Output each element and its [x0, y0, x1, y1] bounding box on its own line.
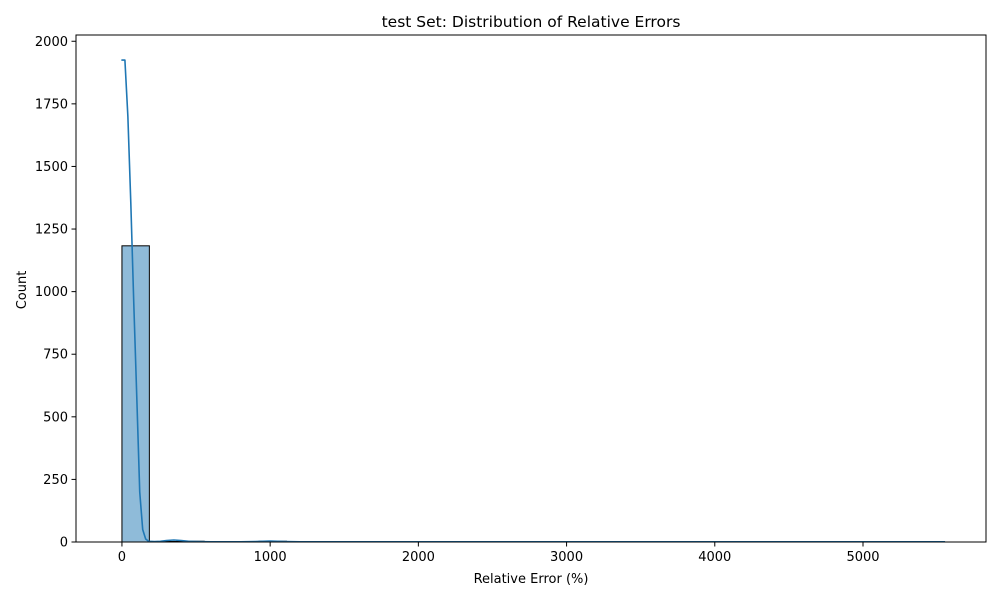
x-axis-label: Relative Error (%)	[474, 572, 589, 587]
y-tick-label: 500	[43, 410, 68, 425]
y-tick-label: 1750	[35, 97, 68, 112]
y-tick-label: 1500	[35, 160, 68, 175]
axes-frame	[75, 34, 987, 543]
y-tick-label: 0	[60, 536, 68, 551]
plot-area-border	[75, 34, 987, 543]
x-tick-label: 1000	[254, 550, 287, 565]
y-tick-label: 1250	[35, 223, 68, 238]
y-tick-label: 2000	[35, 35, 68, 50]
y-tick-label: 750	[43, 348, 68, 363]
x-tick-label: 0	[118, 550, 126, 565]
x-tick-label: 2000	[402, 550, 435, 565]
x-tick-label: 4000	[698, 550, 731, 565]
x-tick-label: 5000	[846, 550, 879, 565]
y-tick-label: 250	[43, 473, 68, 488]
chart-title: test Set: Distribution of Relative Error…	[382, 13, 681, 31]
y-ticks: 0 250 500 750 1000 1250 1500 1750 2000	[35, 35, 76, 551]
y-axis-label: Count	[15, 271, 30, 310]
histogram-bar	[121, 245, 150, 543]
y-tick-label: 1000	[35, 285, 68, 300]
x-tick-label: 3000	[550, 550, 583, 565]
x-ticks: 0 1000 2000 3000 4000 5000	[118, 542, 880, 565]
